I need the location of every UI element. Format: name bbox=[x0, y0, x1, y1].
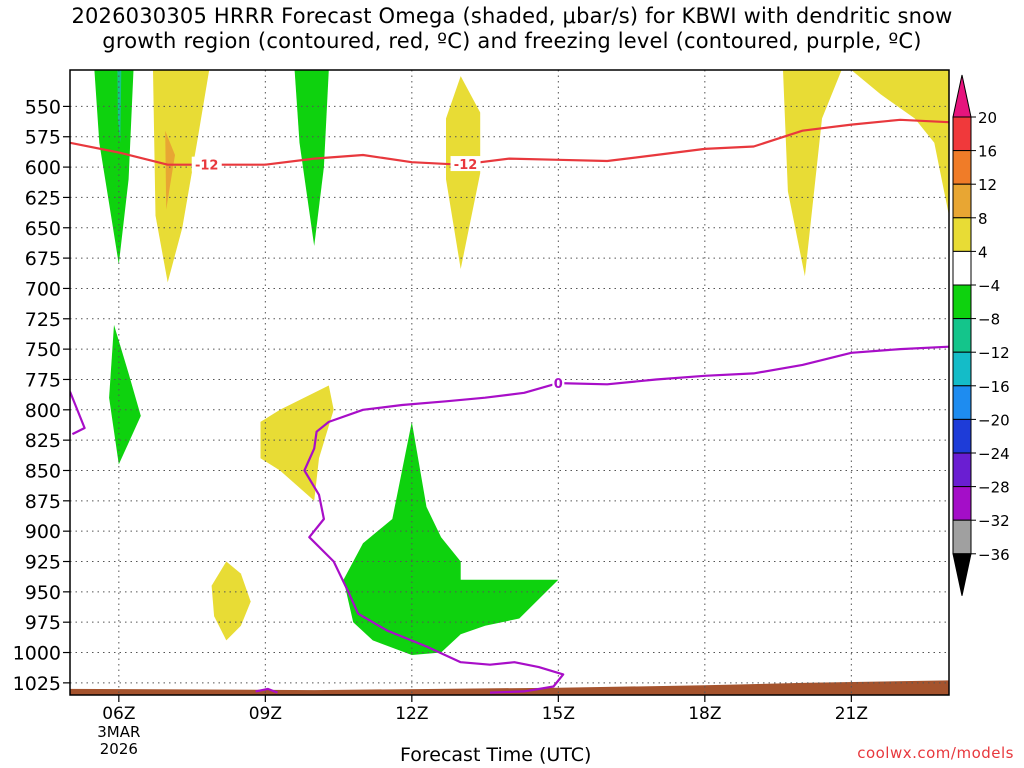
freezing-contour-label: 0 bbox=[554, 377, 563, 392]
y-tick-label: 850 bbox=[25, 460, 61, 482]
dgz-contour-label: -12 bbox=[454, 158, 478, 173]
y-tick-label: 750 bbox=[25, 339, 61, 361]
colorbar-label: −20 bbox=[978, 411, 1010, 429]
gridlines bbox=[70, 70, 949, 695]
terrain-fill bbox=[70, 680, 949, 695]
colorbar: 20 16 12 8 4 −4 −8 −12 −16 −20 −24 −28 −32 −36 bbox=[952, 74, 1010, 596]
colorbar-label: 12 bbox=[978, 176, 997, 194]
colorbar-label: −8 bbox=[978, 311, 1000, 329]
omega-region-green-0600-mid bbox=[109, 324, 141, 465]
dgz-label-bg bbox=[191, 156, 222, 172]
colorbar-bin bbox=[952, 250, 972, 286]
y-tick-label: 950 bbox=[25, 582, 61, 604]
omega-region-green-0545-upper bbox=[94, 70, 134, 265]
title-line-2: growth region (contoured, red, ºC) and f… bbox=[102, 29, 922, 53]
colorbar-label: 16 bbox=[978, 143, 997, 161]
x-tick-label: 15Z bbox=[542, 704, 575, 724]
colorbar-label: −4 bbox=[978, 277, 1000, 295]
colorbar-label: 8 bbox=[978, 210, 988, 228]
colorbar-label: 4 bbox=[978, 243, 988, 261]
omega-region-yellow-0700-upper bbox=[153, 70, 210, 283]
colorbar-label: −28 bbox=[978, 479, 1010, 497]
title-line-1: 2026030305 HRRR Forecast Omega (shaded, … bbox=[71, 4, 953, 28]
colorbar-bin bbox=[952, 452, 972, 488]
omega-region-yellow-0800-low bbox=[211, 561, 251, 641]
site-credit: coolwx.com/models bbox=[857, 744, 1014, 762]
x-tick-label: 12Z bbox=[395, 704, 428, 724]
colorbar-label: −36 bbox=[978, 546, 1010, 564]
chart-title: 2026030305 HRRR Forecast Omega (shaded, … bbox=[0, 4, 1024, 54]
y-tick-label: 800 bbox=[25, 400, 61, 422]
colorbar-label: −32 bbox=[978, 512, 1010, 530]
colorbar-bin bbox=[952, 150, 972, 185]
freezing-label-bg bbox=[552, 375, 565, 391]
y-tick-label: 825 bbox=[25, 430, 61, 452]
colorbar-bin bbox=[952, 284, 972, 320]
omega-region-yellow-2200-upper bbox=[851, 70, 949, 216]
contours: -12 -12 0 bbox=[70, 118, 949, 694]
y-tick-label: 600 bbox=[25, 157, 61, 179]
y-tick-label: 725 bbox=[25, 309, 61, 331]
omega-region-orange-0700 bbox=[165, 130, 175, 210]
x-tick-label: 06Z bbox=[102, 704, 135, 724]
y-tick-label: 625 bbox=[25, 187, 61, 209]
y-tick-label: 775 bbox=[25, 369, 61, 391]
y-tick-label: 675 bbox=[25, 248, 61, 270]
colorbar-above-triangle bbox=[952, 74, 972, 118]
omega-region-yellow-1300 bbox=[446, 76, 481, 269]
y-tick-label: 925 bbox=[25, 552, 61, 574]
y-tick-label: 575 bbox=[25, 127, 61, 149]
colorbar-bin bbox=[952, 351, 972, 387]
y-tick-label: 900 bbox=[25, 521, 61, 543]
freezing-contour-line bbox=[70, 391, 86, 436]
freezing-contour-line bbox=[255, 687, 278, 694]
colorbar-bin bbox=[952, 183, 972, 219]
dgz-label-bg bbox=[450, 156, 481, 172]
omega-region-green-1200-low bbox=[343, 421, 559, 655]
omega-shading bbox=[94, 70, 949, 655]
dgz-contour-label: -12 bbox=[195, 159, 219, 174]
y-tick-label: 700 bbox=[25, 278, 61, 300]
x-tick-sublabel: 2026 bbox=[100, 740, 138, 758]
y-tick-label: 550 bbox=[25, 96, 61, 118]
plot-frame bbox=[69, 69, 950, 696]
y-tick-label: 875 bbox=[25, 491, 61, 513]
x-tick-sublabel: 3MAR bbox=[97, 723, 140, 741]
x-tick-label: 09Z bbox=[249, 704, 282, 724]
x-tick-label: 21Z bbox=[835, 704, 868, 724]
colorbar-below-triangle bbox=[952, 553, 972, 596]
x-tick-label: 18Z bbox=[688, 704, 721, 724]
colorbar-bin bbox=[952, 519, 972, 555]
plot-border bbox=[69, 69, 950, 696]
omega-region-yellow-2000-upper bbox=[783, 70, 842, 277]
x-axis-label: Forecast Time (UTC) bbox=[400, 744, 592, 766]
colorbar-bin bbox=[952, 418, 972, 454]
colorbar-label: −12 bbox=[978, 344, 1010, 362]
colorbar-bin bbox=[952, 116, 972, 152]
colorbar-bin bbox=[952, 318, 972, 353]
omega-region-teal-0600-upper bbox=[117, 70, 122, 143]
freezing-contour-line bbox=[303, 382, 565, 694]
y-tick-label: 1025 bbox=[13, 673, 61, 695]
freezing-contour-line bbox=[558, 345, 949, 386]
colorbar-label: −24 bbox=[978, 445, 1010, 463]
y-tick-label: 1000 bbox=[13, 643, 61, 665]
colorbar-bin bbox=[952, 486, 972, 521]
y-tick-label: 650 bbox=[25, 218, 61, 240]
colorbar-label: 20 bbox=[978, 109, 997, 127]
colorbar-bin bbox=[952, 217, 972, 252]
colorbar-bin bbox=[952, 385, 972, 420]
terrain bbox=[70, 680, 949, 695]
y-tick-label: 975 bbox=[25, 612, 61, 634]
y-axis: 550 575 600 625 650 675 700 725 750 775 800 825 850 8… bbox=[13, 96, 70, 695]
omega-region-yellow-0930 bbox=[260, 385, 334, 501]
colorbar-label: −16 bbox=[978, 378, 1010, 396]
